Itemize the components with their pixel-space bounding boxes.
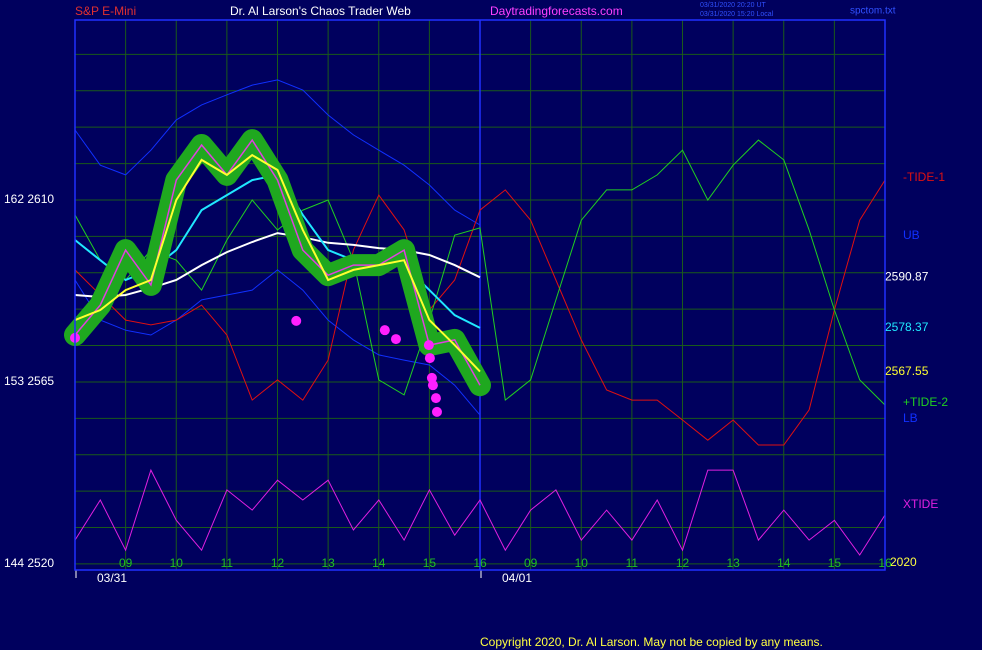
footer: Copyright 2020, Dr. Al Larson. May not b… (480, 635, 823, 649)
x-tick-label: 12 (271, 556, 285, 570)
header-title: Dr. Al Larson's Chaos Trader Web (230, 4, 411, 18)
x-tick-label: 10 (170, 556, 184, 570)
x-tick-label: 14 (372, 556, 386, 570)
marker-dot (390, 334, 401, 345)
marker-dot (291, 315, 302, 326)
series-line (74, 79, 481, 226)
y-tick-label: 153 2565 (4, 374, 54, 388)
x-tick-label: 11 (221, 556, 234, 570)
day-label: 04/01 (502, 571, 532, 585)
legend-label: -TIDE-1 (903, 170, 945, 184)
x-tick-label: 14 (777, 556, 791, 570)
series-line (74, 179, 886, 446)
x-tick-label: 09 (119, 556, 133, 570)
marker-dot (426, 372, 437, 383)
end-label: 2567.55 (885, 364, 929, 378)
header-left: S&P E-Mini (75, 4, 136, 18)
year-label: 2020 (890, 555, 917, 569)
y-tick-label: 162 2610 (4, 192, 54, 206)
header-time-local: 03/31/2020 15:20 Local (700, 11, 774, 18)
x-tick-label: 15 (423, 556, 437, 570)
series-line (74, 139, 886, 406)
x-tick-label: 15 (828, 556, 842, 570)
x-tick-label: 11 (626, 556, 639, 570)
x-tick-label: 13 (726, 556, 740, 570)
x-tick-label: 12 (676, 556, 690, 570)
header-file: spctom.txt (850, 6, 896, 17)
legend-label: LB (903, 411, 918, 425)
marker-dot (379, 325, 390, 336)
y-tick-label: 144 2520 (4, 556, 54, 570)
series-line (74, 153, 481, 373)
marker-dot (430, 393, 441, 404)
x-tick-label: 10 (575, 556, 589, 570)
end-label: 2578.37 (885, 320, 929, 334)
day-label: 03/31 (97, 571, 127, 585)
legend-label: XTIDE (903, 497, 938, 511)
marker-dot (423, 340, 434, 351)
series-line (74, 269, 481, 416)
legend-label: +TIDE-2 (903, 395, 948, 409)
marker-dot (431, 406, 442, 417)
series-line (74, 468, 886, 556)
x-tick-label: 09 (524, 556, 538, 570)
marker-dot (424, 353, 435, 364)
legend-label: UB (903, 228, 920, 242)
end-label: 2590.87 (885, 269, 929, 283)
header-site: Daytradingforecasts.com (490, 4, 623, 18)
header-time-ut: 03/31/2020 20:20 UT (700, 2, 766, 9)
x-tick-label: 13 (321, 556, 335, 570)
plot-border (74, 19, 886, 571)
marker-dot (427, 380, 438, 391)
